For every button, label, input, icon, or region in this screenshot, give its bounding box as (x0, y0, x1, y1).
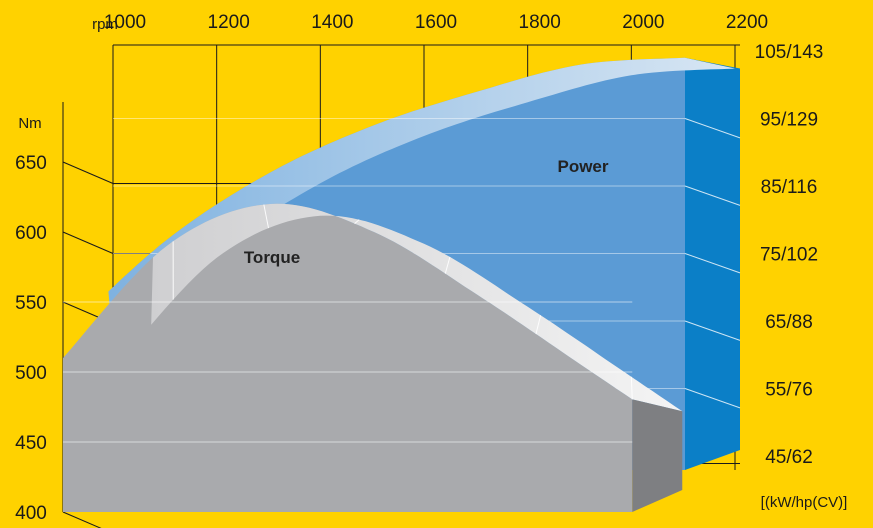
torque-end-face (632, 399, 683, 512)
torque-ribbon-line (444, 256, 451, 274)
torque-ribbon-line (263, 204, 269, 229)
torque-ribbon-line (354, 219, 360, 224)
right-tick-label: 65/88 (765, 312, 813, 333)
left-tick-label: 600 (15, 223, 47, 244)
grid-depth-line (62, 231, 114, 254)
x-tick-label: 1000 (104, 12, 146, 33)
right-tick-label: 75/102 (760, 245, 818, 266)
right-tick-label: 45/62 (765, 447, 813, 468)
power-side-face (685, 57, 740, 470)
power-depth-line (684, 320, 741, 341)
left-tick-label: 550 (15, 293, 47, 314)
x-tick-label: 1200 (208, 12, 250, 33)
right-tick-label: 105/143 (755, 42, 824, 63)
grid-depth-line (62, 161, 114, 184)
x-tick-label: 1800 (519, 12, 561, 33)
right-axis-ticks: 45/62 55/76 65/88 75/102 85/116 95/129 105/143 (755, 42, 824, 468)
right-axis-label: [(kW/hp(CV)] (761, 494, 848, 511)
left-axis-label: Nm (18, 115, 41, 132)
power-depth-line (684, 388, 741, 409)
torque-ribbon-line (535, 315, 542, 335)
left-tick-label: 450 (15, 433, 47, 454)
right-tick-label: 55/76 (765, 380, 813, 401)
left-tick-label: 500 (15, 363, 47, 384)
x-axis-ticks: 1000 1200 1400 1600 1800 2000 2200 (104, 12, 768, 33)
torque-area (63, 203, 633, 513)
right-tick-label: 95/129 (760, 110, 818, 131)
torque-ribbon-line (630, 376, 633, 400)
left-tick-label: 650 (15, 153, 47, 174)
torque-grid-lines (63, 204, 633, 443)
x-tick-label: 2200 (726, 12, 768, 33)
torque-top-ribbon (151, 203, 683, 412)
x-axis-label: rpm (92, 16, 118, 33)
right-tick-label: 85/116 (761, 177, 818, 198)
left-axis-ticks: 400 450 500 550 600 650 (15, 153, 47, 524)
left-tick-label: 400 (15, 503, 47, 524)
power-depth-line (684, 185, 741, 206)
torque-series-label: Torque (244, 248, 300, 267)
power-depth-line (684, 118, 741, 139)
power-top-ribbon (108, 57, 735, 346)
x-tick-label: 1400 (311, 12, 353, 33)
grid-depth-line (62, 511, 102, 528)
x-tick-label: 1600 (415, 12, 457, 33)
torque-series (63, 203, 683, 513)
power-series-label: Power (557, 157, 608, 176)
power-depth-line (684, 253, 741, 274)
x-tick-label: 2000 (622, 12, 664, 33)
